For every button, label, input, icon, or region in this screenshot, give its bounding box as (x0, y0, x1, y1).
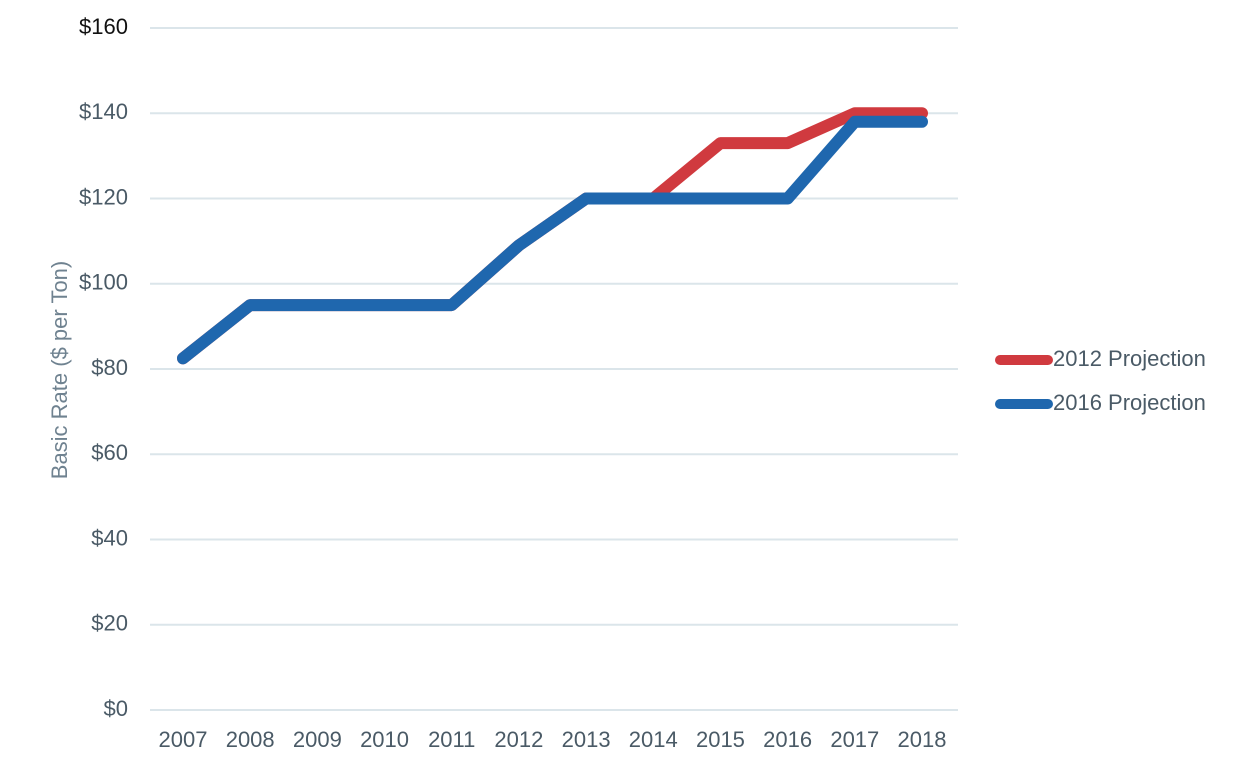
legend-label-2: 2016 Projection (1053, 390, 1206, 415)
series-line-2 (177, 115, 928, 365)
y-tick-label: $100 (79, 270, 128, 295)
x-tick-label: 2011 (428, 727, 475, 752)
x-tick-label: 2015 (696, 727, 745, 752)
y-tick-label: $0 (104, 696, 128, 721)
y-axis-title: Basic Rate ($ per Ton) (47, 261, 72, 479)
x-tick-label: 2007 (159, 727, 208, 752)
y-tick-label: $120 (79, 184, 128, 209)
x-tick-label: 2009 (293, 727, 342, 752)
x-tick-label: 2016 (763, 727, 812, 752)
legend-label-1: 2012 Projection (1053, 346, 1206, 371)
x-tick-label: 2018 (898, 727, 947, 752)
x-tick-label: 2010 (360, 727, 409, 752)
y-tick-label: $20 (91, 611, 128, 636)
y-tick-label: $160 (79, 14, 128, 39)
series-lines (177, 107, 928, 365)
legend: 2012 Projection 2016 Projection (995, 346, 1206, 415)
x-tick-label: 2017 (830, 727, 879, 752)
y-tick-label: $40 (91, 525, 128, 550)
x-axis-ticks: 2007 2008 2009 2010 2011 2012 2013 2014 2015 2016… (159, 727, 947, 752)
x-tick-label: 2013 (562, 727, 611, 752)
x-tick-label: 2014 (629, 727, 678, 752)
gridlines (150, 27, 958, 711)
y-axis-ticks: $0 $20 $40 $60 $80 $100 $120 $140 $160 (79, 14, 128, 721)
y-tick-label: $80 (91, 355, 128, 380)
x-tick-label: 2012 (494, 727, 543, 752)
x-tick-label: 2008 (226, 727, 275, 752)
y-tick-label: $60 (91, 440, 128, 465)
y-tick-label: $140 (79, 99, 128, 124)
series-line-1 (177, 107, 928, 365)
